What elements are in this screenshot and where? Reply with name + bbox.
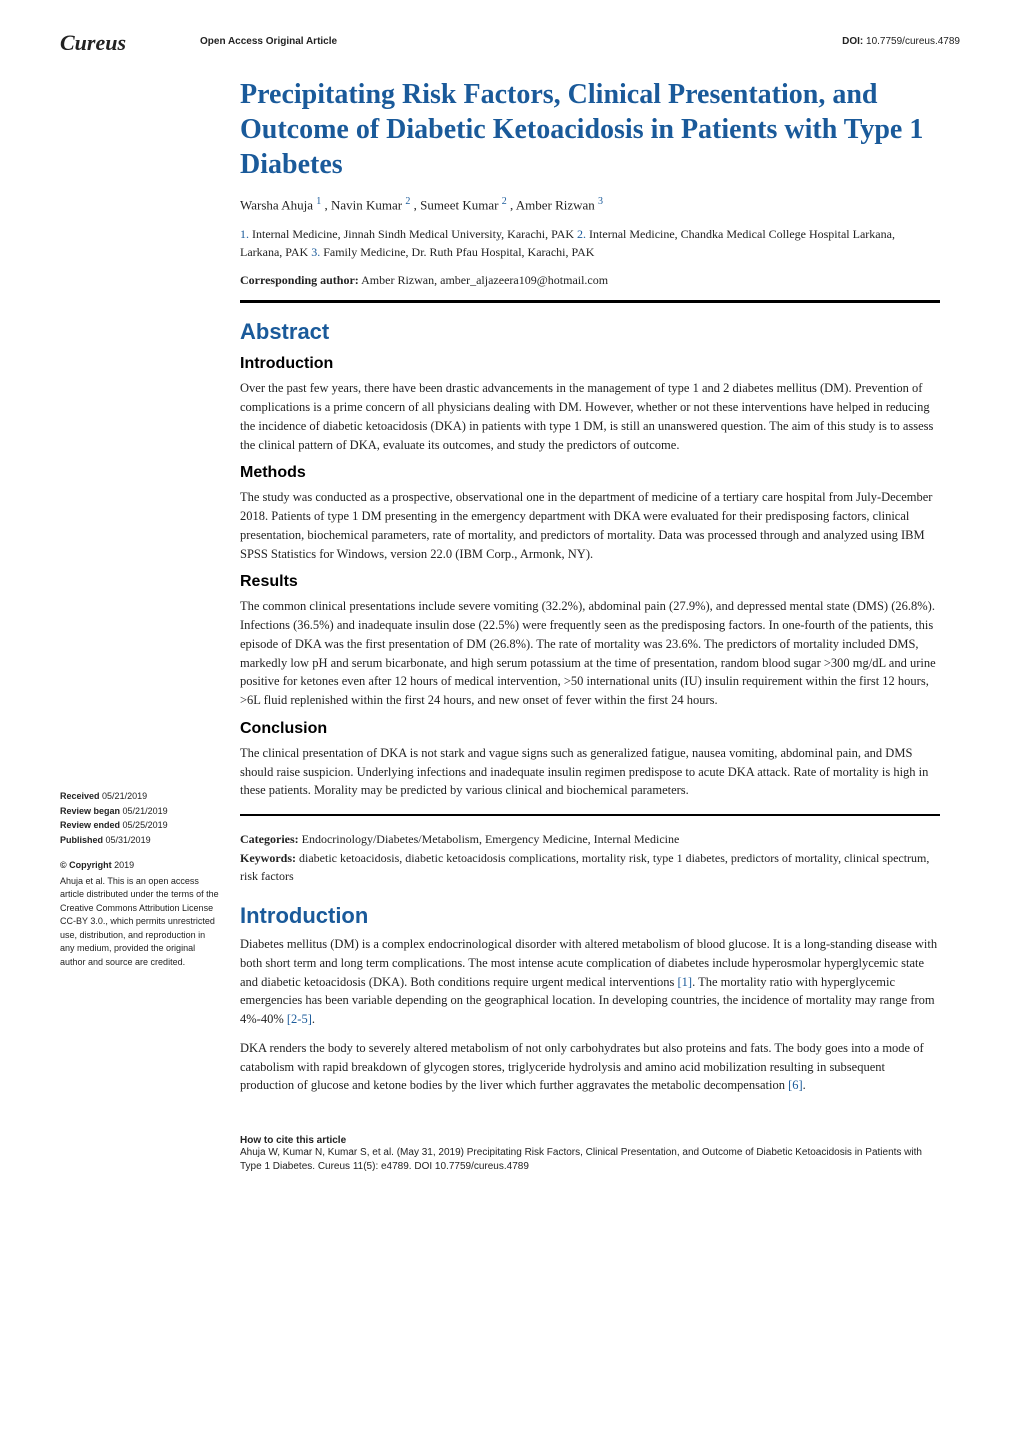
categories-text: Endocrinology/Diabetes/Metabolism, Emerg… [302,832,680,846]
abstract-heading: Abstract [240,319,940,345]
sidebar-dates: Received 05/21/2019 Review began 05/21/2… [60,790,220,847]
ref-link[interactable]: [1] [678,975,693,989]
divider [240,300,940,303]
review-began-label: Review began [60,806,120,816]
author[interactable]: Navin Kumar [331,197,402,212]
author[interactable]: Sumeet Kumar [420,197,498,212]
ref-link[interactable]: [2-5] [287,1012,312,1026]
author[interactable]: Warsha Ahuja [240,197,313,212]
article-title: Precipitating Risk Factors, Clinical Pre… [240,77,940,182]
author-list: Warsha Ahuja 1 , Navin Kumar 2 , Sumeet … [240,196,940,213]
sidebar-copyright: © Copyright 2019 Ahuja et al. This is an… [60,859,220,969]
results-body: The common clinical presentations includ… [240,597,940,710]
review-ended-date: 05/25/2019 [123,820,168,830]
doi-wrap: DOI: 10.7759/cureus.4789 [842,36,960,47]
published-label: Published [60,835,103,845]
article-type: Open Access Original Article [200,36,337,47]
results-subheading: Results [240,573,940,591]
introduction-p1: Diabetes mellitus (DM) is a complex endo… [240,935,940,1029]
affil-num: 3. [311,245,320,259]
footer: How to cite this article Ahuja W, Kumar … [240,1135,940,1174]
review-began-date: 05/21/2019 [123,806,168,816]
affil-text: Internal Medicine, Jinnah Sindh Medical … [252,227,574,241]
author-aff: 3 [598,196,603,207]
header-line: Open Access Original Article DOI: 10.775… [200,36,960,47]
review-ended-label: Review ended [60,820,120,830]
affil-num: 2. [577,227,586,241]
conclusion-body: The clinical presentation of DKA is not … [240,744,940,800]
corresponding-label: Corresponding author: [240,273,359,287]
intro-subheading: Introduction [240,355,940,373]
corresponding-text: Amber Rizwan, amber_aljazeera109@hotmail… [361,273,608,287]
received-date: 05/21/2019 [102,791,147,801]
sidebar: Received 05/21/2019 Review began 05/21/2… [60,790,220,969]
intro-p1-c: . [312,1012,315,1026]
methods-subheading: Methods [240,464,940,482]
copyright-title: © Copyright [60,860,112,870]
keywords: Keywords: diabetic ketoacidosis, diabeti… [240,849,940,885]
divider [240,814,940,816]
conclusion-subheading: Conclusion [240,720,940,738]
affiliations: 1. Internal Medicine, Jinnah Sindh Medic… [240,225,940,261]
main-column: Precipitating Risk Factors, Clinical Pre… [240,77,940,1095]
author[interactable]: Amber Rizwan [516,197,595,212]
corresponding-author: Corresponding author: Amber Rizwan, ambe… [240,273,940,288]
methods-body: The study was conducted as a prospective… [240,488,940,563]
intro-p2-a: DKA renders the body to severely altered… [240,1041,924,1093]
introduction-heading: Introduction [240,903,940,929]
affil-num: 1. [240,227,249,241]
cite-body: Ahuja W, Kumar N, Kumar S, et al. (May 3… [240,1146,940,1174]
intro-p2-b: . [803,1078,806,1092]
doi-value: 10.7759/cureus.4789 [866,36,960,47]
author-aff: 2 [502,196,507,207]
categories: Categories: Endocrinology/Diabetes/Metab… [240,832,940,847]
keywords-label: Keywords: [240,851,296,865]
doi-label: DOI: [842,36,863,47]
cite-label: How to cite this article [240,1135,940,1146]
received-label: Received [60,791,100,801]
ref-link[interactable]: [6] [788,1078,803,1092]
introduction-p2: DKA renders the body to severely altered… [240,1039,940,1095]
affil-text: Family Medicine, Dr. Ruth Pfau Hospital,… [323,245,594,259]
author-aff: 2 [405,196,410,207]
intro-body: Over the past few years, there have been… [240,379,940,454]
keywords-text: diabetic ketoacidosis, diabetic ketoacid… [240,851,929,883]
copyright-year: 2019 [114,860,134,870]
categories-label: Categories: [240,832,299,846]
published-date: 05/31/2019 [106,835,151,845]
copyright-body: Ahuja et al. This is an open access arti… [60,875,220,970]
author-aff: 1 [316,196,321,207]
